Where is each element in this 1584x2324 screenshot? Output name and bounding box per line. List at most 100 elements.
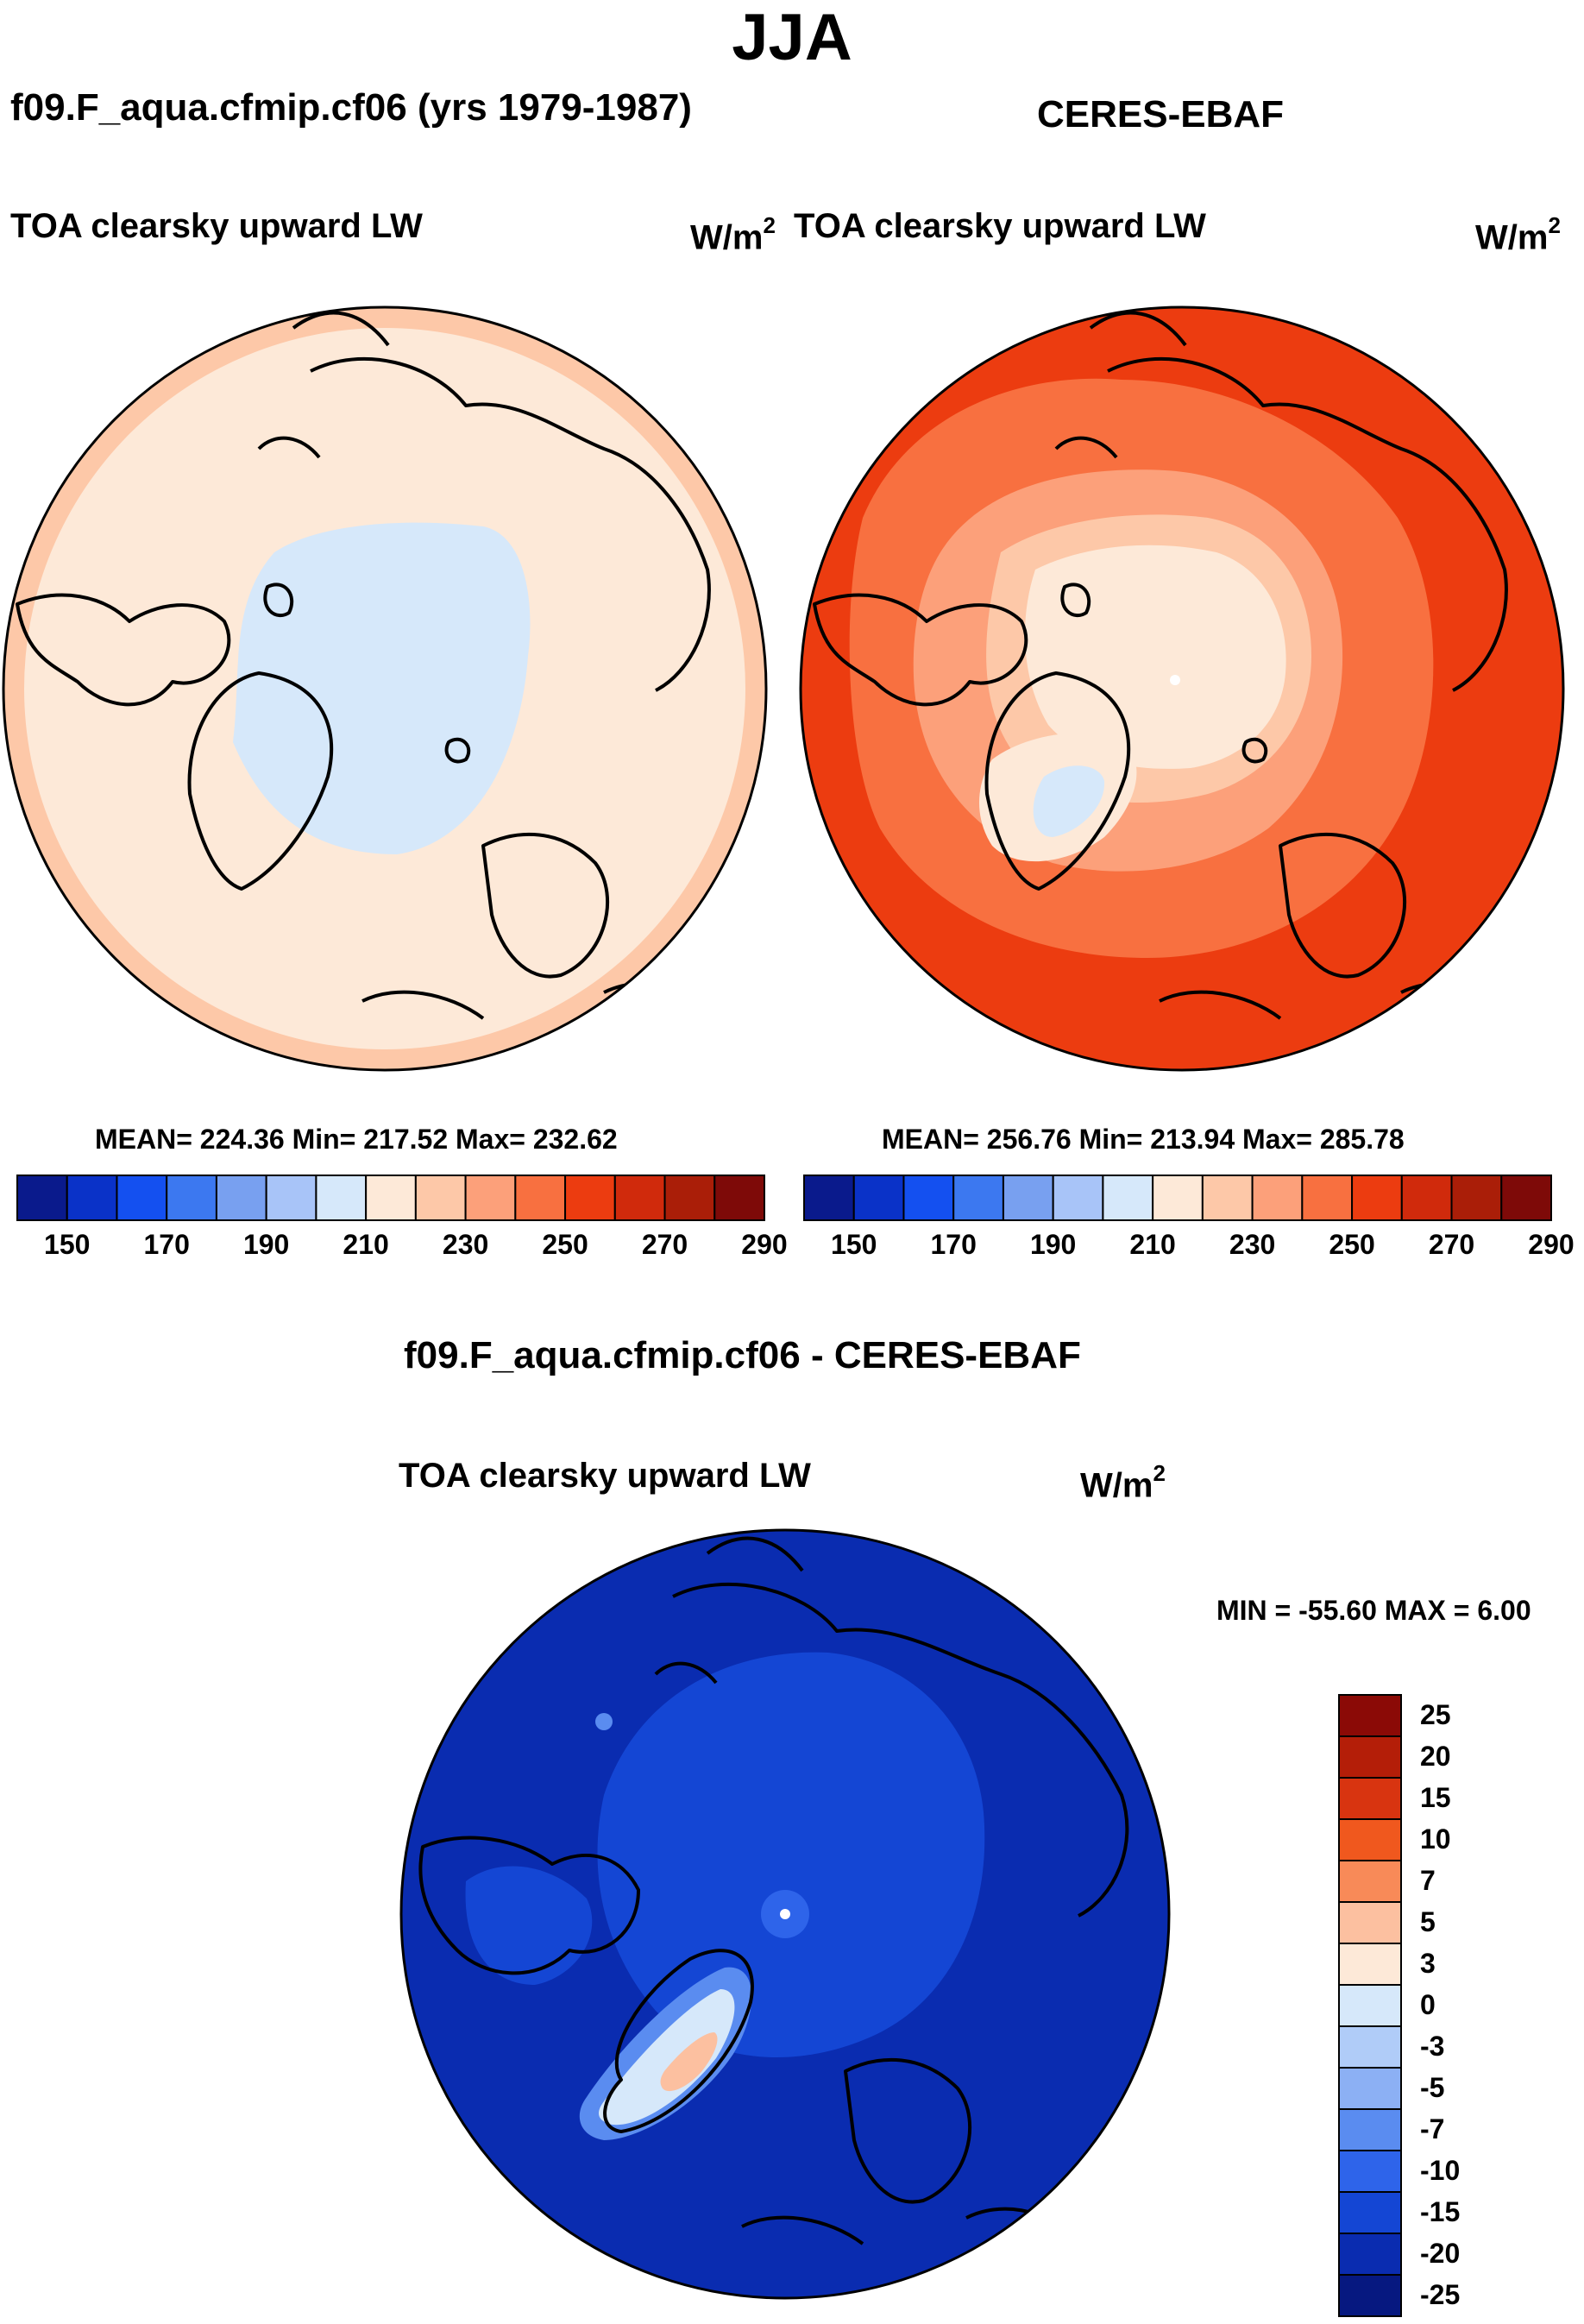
panel3-coast-alaska bbox=[654, 1536, 804, 1685]
panel3-colorbar-box-9 bbox=[1338, 2067, 1402, 2110]
panel1-colorbar-tick-190: 190 bbox=[242, 1229, 290, 1260]
panel3-units: W/m2 bbox=[1080, 1460, 1166, 1505]
panel2-field-greenland-core bbox=[1033, 765, 1105, 837]
panel3-colorbar-tick-15: 15 bbox=[1420, 1782, 1451, 1813]
panel2-variable-label: TOA clearsky upward LW bbox=[794, 207, 1206, 245]
panel1-coast-islands bbox=[263, 583, 471, 764]
panel1-colorbar-box-4 bbox=[215, 1175, 267, 1221]
panel3-colorbar-box-7 bbox=[1338, 1984, 1402, 2027]
figure-title: JJA bbox=[732, 1, 852, 74]
panel3-colorbar-box-2 bbox=[1338, 1777, 1402, 1820]
panel3-colorbar-tick--3: -3 bbox=[1420, 2031, 1445, 2062]
panel2-colorbar-tick-290: 290 bbox=[1528, 1229, 1575, 1260]
panel1-colorbar-box-9 bbox=[464, 1175, 517, 1221]
panel3-field-arctic bbox=[597, 1652, 985, 2057]
panel3-stats: MIN = -55.60 MAX = 6.00 bbox=[1216, 1595, 1531, 1626]
panel2-pole-dot bbox=[1170, 675, 1180, 685]
panel3-colorbar-box-3 bbox=[1338, 1818, 1402, 1861]
panel2-colorbar-tick-270: 270 bbox=[1428, 1229, 1475, 1260]
panel3-colorbar bbox=[1338, 1694, 1402, 2317]
panel2-coast-canada bbox=[813, 593, 1028, 707]
panel2-colorbar-box-14 bbox=[1500, 1175, 1552, 1221]
panel3-colorbar-box-4 bbox=[1338, 1860, 1402, 1903]
panel2-stats: MEAN= 256.76 Min= 213.94 Max= 285.78 bbox=[882, 1124, 1405, 1155]
panel3-colorbar-tick--10: -10 bbox=[1420, 2155, 1461, 2186]
panel2-colorbar-box-8 bbox=[1201, 1175, 1254, 1221]
panel1-colorbar-box-10 bbox=[514, 1175, 567, 1221]
panel1-colorbar-box-13 bbox=[663, 1175, 716, 1221]
panel3-colorbar-tick-0: 0 bbox=[1420, 1989, 1436, 2020]
panel1-colorbar-ticks: 150 170 190 210 230 250 270 290 bbox=[17, 1229, 788, 1263]
panel3-coast-canada bbox=[418, 1836, 640, 1975]
panel2-colorbar-box-10 bbox=[1301, 1175, 1354, 1221]
panel3-colorbar-box-12 bbox=[1338, 2191, 1402, 2234]
panel3-colorbar-box-6 bbox=[1338, 1943, 1402, 1986]
panel2-colorbar-tick-150: 150 bbox=[831, 1229, 877, 1260]
panel3-colorbar-tick--7: -7 bbox=[1420, 2113, 1445, 2145]
panel3-colorbar-tick--5: -5 bbox=[1420, 2072, 1445, 2103]
panel1-colorbar-box-12 bbox=[613, 1175, 666, 1221]
panel1-field-polar-cap bbox=[233, 522, 531, 854]
panel3-colorbar-tick-25: 25 bbox=[1420, 1699, 1451, 1730]
panel2-colorbar-box-0 bbox=[803, 1175, 855, 1221]
panel3-colorbar-tick-3: 3 bbox=[1420, 1948, 1436, 1979]
panel2-colorbar-box-3 bbox=[952, 1175, 1004, 1221]
panel2-colorbar-box-9 bbox=[1251, 1175, 1304, 1221]
panel3-colorbar-tick-7: 7 bbox=[1420, 1865, 1436, 1896]
panel1-coast-siberia bbox=[310, 356, 711, 692]
panel2-colorbar-tick-190: 190 bbox=[1029, 1229, 1077, 1260]
panel1-colorbar-tick-290: 290 bbox=[741, 1229, 788, 1260]
panel3-field-spot bbox=[595, 1713, 613, 1730]
panel2-colorbar-tick-210: 210 bbox=[1129, 1229, 1176, 1260]
panel1-coast-canada bbox=[16, 593, 231, 707]
panel2-colorbar-box-12 bbox=[1400, 1175, 1453, 1221]
panel1-coast-greenland bbox=[187, 671, 334, 891]
panel3-coast-scandinavia bbox=[844, 2057, 971, 2204]
panel3-field-greenland-core bbox=[660, 2032, 718, 2092]
panel2-colorbar-tick-230: 230 bbox=[1229, 1229, 1276, 1260]
panel1-colorbar-tick-170: 170 bbox=[143, 1229, 190, 1260]
panel2-coast-scandinavia bbox=[1279, 832, 1406, 979]
panel1-colorbar-box-7 bbox=[365, 1175, 417, 1221]
panel2-coast-islands bbox=[1060, 583, 1268, 764]
panel1-colorbar-box-2 bbox=[116, 1175, 168, 1221]
panel2-colorbar-box-4 bbox=[1002, 1175, 1054, 1221]
panel2-colorbar-box-11 bbox=[1351, 1175, 1403, 1221]
panel3-field-greenland-mid bbox=[599, 1989, 735, 2126]
panel1-coast-scandinavia bbox=[481, 832, 609, 979]
panel3-coast-siberia bbox=[672, 1582, 1129, 1918]
panel2-coast-siberia bbox=[1107, 356, 1508, 692]
panel3-colorbar-tick--25: -25 bbox=[1420, 2279, 1461, 2310]
panel1-colorbar-tick-150: 150 bbox=[44, 1229, 91, 1260]
panel1-stats: MEAN= 224.36 Min= 217.52 Max= 232.62 bbox=[95, 1124, 618, 1155]
panel2-colorbar-box-7 bbox=[1152, 1175, 1204, 1221]
panel1-colorbar-tick-250: 250 bbox=[542, 1229, 588, 1260]
panel2-units: W/m2 bbox=[1475, 212, 1561, 257]
panel3-colorbar-tick-10: 10 bbox=[1420, 1823, 1451, 1855]
panel2-colorbar-tick-170: 170 bbox=[930, 1229, 977, 1260]
panel3-colorbar-box-5 bbox=[1338, 1901, 1402, 1944]
panel3-case-title: f09.F_aqua.cfmip.cf06 - CERES-EBAF bbox=[404, 1334, 1081, 1376]
panel3-map-border bbox=[399, 1528, 1171, 2300]
panel1-colorbar-tick-270: 270 bbox=[641, 1229, 688, 1260]
panel1-variable-label: TOA clearsky upward LW bbox=[10, 207, 423, 245]
panel3-pole-dot bbox=[780, 1909, 790, 1919]
panel1-case-title: f09.F_aqua.cfmip.cf06 (yrs 1979-1987) bbox=[10, 86, 692, 129]
panel2-colorbar bbox=[803, 1175, 1552, 1221]
panel3-coast-greenland bbox=[603, 1949, 754, 2133]
panel2-colorbar-box-2 bbox=[902, 1175, 955, 1221]
panel2-colorbar-tick-250: 250 bbox=[1329, 1229, 1375, 1260]
panel2-colorbar-box-13 bbox=[1450, 1175, 1503, 1221]
panel3-colorbar-box-10 bbox=[1338, 2108, 1402, 2151]
panel1-colorbar-box-6 bbox=[315, 1175, 368, 1221]
panel2-map-border bbox=[799, 305, 1565, 1072]
panel1-units: W/m2 bbox=[690, 212, 776, 257]
panel3-colorbar-ticks: 25 20 15 10 7 5 3 0 -3 -5 -7 -10 -15 -20 -25 bbox=[1420, 1695, 1524, 2316]
panel1-colorbar-box-14 bbox=[713, 1175, 765, 1221]
panel3-colorbar-tick-20: 20 bbox=[1420, 1741, 1451, 1772]
panel1-colorbar bbox=[16, 1175, 765, 1221]
panel1-map-border bbox=[2, 305, 768, 1072]
